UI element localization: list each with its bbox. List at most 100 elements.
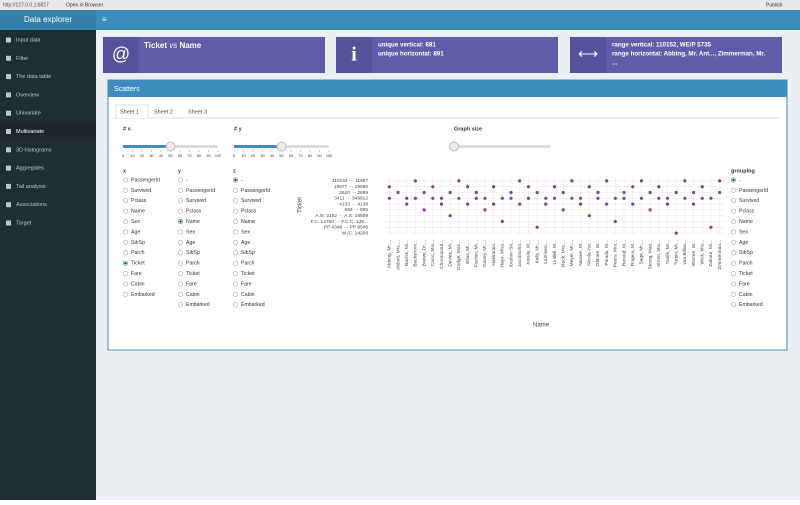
radio-option[interactable]: Fare	[241, 281, 252, 287]
radio-option[interactable]: Sex	[739, 229, 748, 235]
radio[interactable]	[123, 250, 129, 256]
radio-option[interactable]: Embarked	[131, 292, 155, 298]
radio[interactable]	[233, 208, 239, 214]
radio-option[interactable]: Pclass	[131, 198, 147, 204]
radio-option[interactable]: Passengerld	[131, 177, 160, 183]
nav-item[interactable]: Aggregates	[16, 166, 44, 172]
tab[interactable]: Sheet 3	[188, 109, 207, 115]
nav-item[interactable]: Tail analysis	[16, 184, 46, 190]
radio[interactable]	[730, 208, 736, 214]
radio[interactable]	[123, 229, 129, 235]
radio-option[interactable]: PassengerId	[739, 188, 768, 194]
radio-option[interactable]: PassengerId	[186, 188, 215, 194]
radio[interactable]	[730, 302, 736, 308]
radio-option[interactable]: Cabin	[241, 292, 255, 298]
radio[interactable]	[178, 229, 184, 235]
radio[interactable]	[178, 260, 184, 266]
radio-option[interactable]: Name	[186, 219, 200, 225]
radio-option[interactable]: SibSp	[241, 250, 255, 256]
radio[interactable]	[178, 187, 184, 193]
radio[interactable]	[123, 271, 129, 277]
radio[interactable]	[123, 239, 129, 245]
radio[interactable]	[233, 187, 239, 193]
radio-option[interactable]: Age	[739, 240, 748, 246]
radio[interactable]	[178, 198, 184, 204]
slider-handle[interactable]	[449, 141, 459, 152]
radio-option[interactable]: Sex	[131, 219, 140, 225]
radio-option[interactable]: Age	[131, 229, 140, 235]
radio-option[interactable]: Cabin	[131, 281, 145, 287]
radio[interactable]	[178, 302, 184, 308]
radio-option[interactable]: Parch	[739, 261, 753, 267]
radio[interactable]	[730, 187, 736, 193]
radio[interactable]	[123, 187, 129, 193]
radio-option[interactable]: Fare	[131, 271, 142, 277]
radio-option[interactable]: SibSp	[186, 250, 200, 256]
radio-option[interactable]: Parch	[241, 261, 255, 267]
radio[interactable]	[233, 260, 239, 266]
nav-item[interactable]: 3D histograms	[16, 147, 52, 153]
radio[interactable]	[123, 177, 129, 183]
radio[interactable]	[233, 302, 239, 308]
radio[interactable]	[233, 250, 239, 256]
menu-toggle[interactable]: ≡	[102, 15, 107, 24]
nav-item[interactable]: Univariate	[16, 111, 41, 117]
radio[interactable]	[123, 198, 129, 204]
radio-option[interactable]: -	[186, 177, 188, 183]
radio[interactable]	[178, 271, 184, 277]
radio-option[interactable]: Age	[241, 240, 250, 246]
radio-option[interactable]: Embarked	[739, 302, 763, 308]
radio[interactable]	[730, 250, 736, 256]
radio-option[interactable]: SibSp	[739, 250, 753, 256]
radio[interactable]	[178, 208, 184, 214]
radio[interactable]	[233, 291, 239, 297]
radio-option[interactable]: SibSp	[131, 240, 145, 246]
radio-option[interactable]: Embarked	[186, 302, 210, 308]
radio[interactable]	[233, 219, 239, 225]
radio-option[interactable]: Age	[186, 240, 195, 246]
radio[interactable]	[730, 229, 736, 235]
radio-option[interactable]: Survived	[186, 198, 206, 204]
radio-option[interactable]: Ticket	[739, 271, 753, 277]
radio[interactable]	[233, 239, 239, 245]
radio-option[interactable]: -	[241, 177, 243, 183]
radio[interactable]	[123, 208, 129, 214]
radio-option[interactable]: Survived	[131, 188, 151, 194]
nav-item[interactable]: Target	[16, 220, 32, 226]
slider-handle[interactable]	[276, 141, 287, 152]
radio[interactable]	[123, 281, 129, 287]
radio-option[interactable]: Ticket	[186, 271, 200, 277]
radio[interactable]	[730, 198, 736, 204]
radio[interactable]	[178, 250, 184, 256]
radio-option[interactable]: Name	[739, 219, 753, 225]
radio[interactable]	[178, 239, 184, 245]
radio[interactable]	[178, 291, 184, 297]
radio[interactable]	[123, 219, 129, 225]
radio-option[interactable]: Fare	[186, 281, 197, 287]
nav-item[interactable]: Input data	[16, 37, 41, 43]
radio-option[interactable]: Cabin	[739, 292, 753, 298]
nav-item[interactable]: The data table	[16, 74, 51, 80]
radio[interactable]	[730, 281, 736, 287]
nav-item[interactable]: Overview	[16, 92, 39, 98]
radio-option[interactable]: Survived	[739, 198, 759, 204]
tab[interactable]: Sheet 2	[154, 109, 173, 115]
radio-option[interactable]: Ticket	[131, 261, 145, 267]
radio[interactable]	[178, 281, 184, 287]
nav-item[interactable]: Associations	[16, 202, 47, 208]
radio[interactable]	[233, 198, 239, 204]
radio-option[interactable]: Fare	[739, 281, 750, 287]
radio-option[interactable]: Embarked	[241, 302, 265, 308]
nav-item[interactable]: Multivariate	[16, 129, 44, 135]
radio[interactable]	[233, 281, 239, 287]
radio-option[interactable]: Pclass	[739, 209, 755, 215]
radio-option[interactable]: Name	[131, 209, 145, 215]
radio-option[interactable]: Pclass	[241, 209, 257, 215]
radio-option[interactable]: Ticket	[241, 271, 255, 277]
radio-option[interactable]: Parch	[131, 250, 145, 256]
publish[interactable]: Publish	[766, 2, 783, 8]
nav-item[interactable]: Filter	[16, 56, 28, 62]
radio-option[interactable]: Sex	[186, 229, 195, 235]
radio-option[interactable]: PassengerId	[241, 188, 270, 194]
slider-handle[interactable]	[165, 141, 176, 152]
